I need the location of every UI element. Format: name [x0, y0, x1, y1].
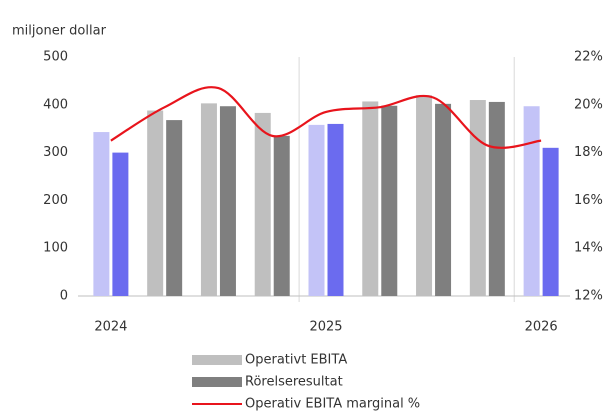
y-tick-label: 0 — [60, 289, 68, 304]
bar — [523, 106, 540, 296]
legend-swatch — [192, 355, 242, 365]
y-tick-label: 200 — [43, 193, 68, 208]
bar — [542, 147, 559, 296]
bar — [200, 103, 217, 296]
y2-tick-label: 18% — [574, 145, 603, 160]
y2-tick-label: 22% — [574, 50, 603, 65]
bar — [381, 105, 398, 296]
legend-label: Rörelseresultat — [245, 375, 343, 390]
bar — [362, 101, 379, 296]
y2-tick-label: 14% — [574, 241, 603, 256]
x-tick-label: 2024 — [94, 320, 127, 335]
legend-label: Operativt EBITA — [245, 353, 347, 368]
bar — [147, 110, 164, 296]
bar — [308, 124, 325, 296]
bar — [416, 95, 433, 297]
bar — [166, 120, 183, 296]
y2-tick-label: 12% — [574, 289, 603, 304]
x-tick-label: 2025 — [309, 320, 342, 335]
bar — [219, 106, 236, 296]
legend-label: Operativ EBITA marginal % — [245, 397, 420, 412]
bar — [488, 101, 505, 296]
bar — [327, 123, 344, 296]
legend-swatch — [192, 377, 242, 387]
y-tick-label: 400 — [43, 97, 68, 112]
line — [110, 86, 542, 149]
bar — [254, 112, 271, 297]
y-axis-label: miljoner dollar — [12, 24, 107, 39]
bar — [469, 100, 486, 297]
x-tick-label: 2026 — [525, 320, 558, 335]
y-tick-label: 100 — [43, 241, 68, 256]
bar — [435, 103, 452, 297]
bar — [273, 135, 290, 296]
y2-tick-label: 20% — [574, 97, 603, 112]
y-tick-label: 300 — [43, 145, 68, 160]
bar — [93, 132, 110, 296]
y-tick-label: 500 — [43, 50, 68, 65]
y2-tick-label: 16% — [574, 193, 603, 208]
bar — [112, 152, 129, 296]
